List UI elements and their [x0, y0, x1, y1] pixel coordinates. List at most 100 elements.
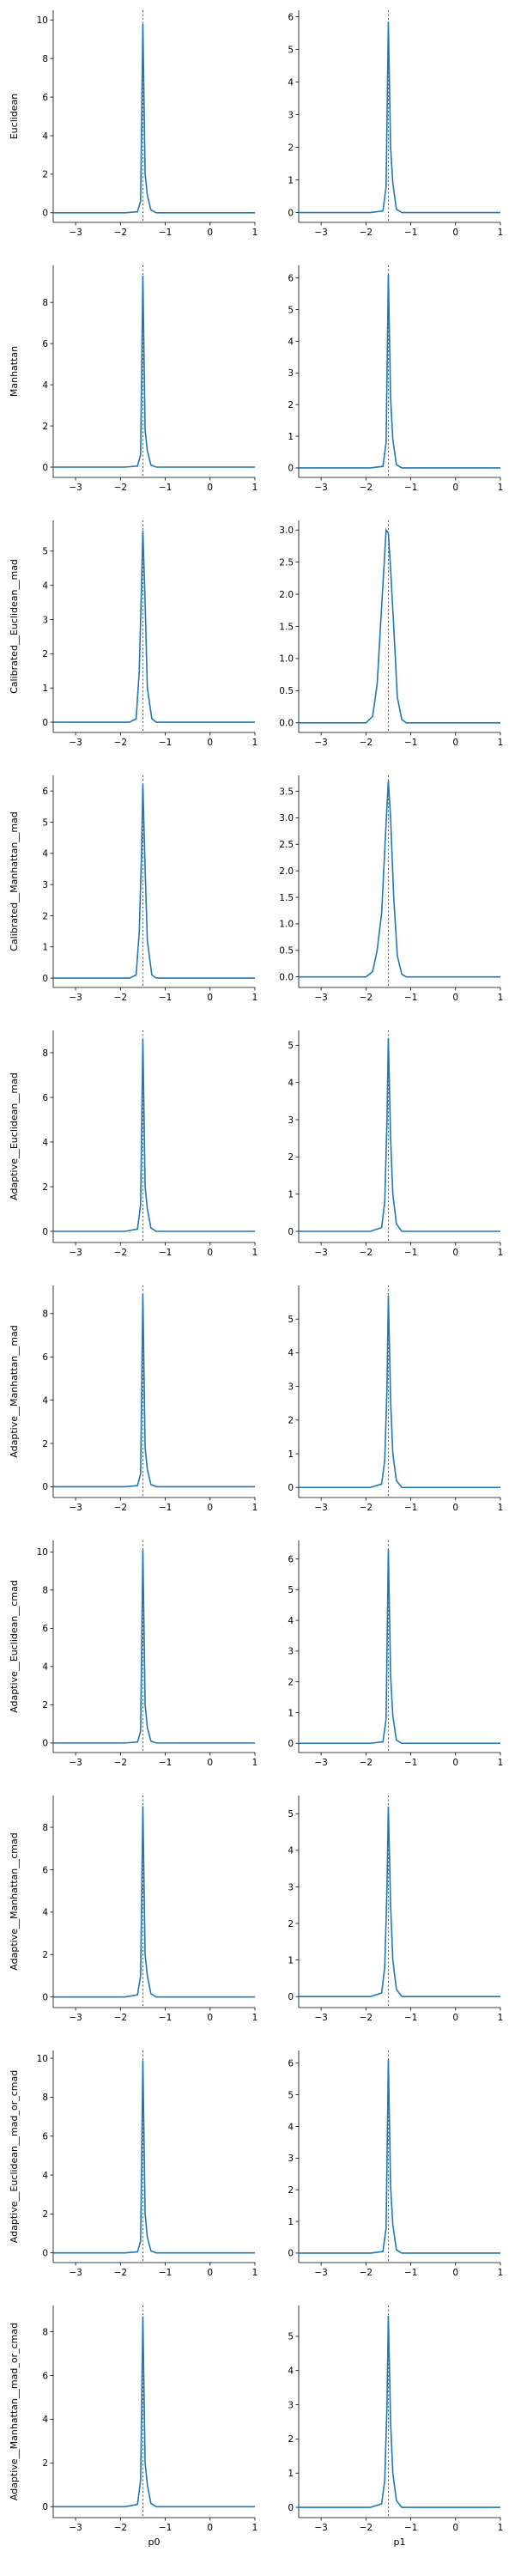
x-tick-label: −3 — [314, 2013, 327, 2023]
x-tick-label: 1 — [498, 228, 504, 238]
x-tick-label: 0 — [452, 993, 458, 1003]
density-line — [53, 275, 255, 468]
subplot-r8-c0: 0 2 4 6 8 10 −3 −2 −1 0 1 Adaptive__Euclidean__mad_… — [9, 2050, 258, 2278]
x-tick-label: −3 — [314, 1248, 327, 1258]
x-tick-label: 1 — [498, 483, 504, 493]
density-line — [299, 275, 500, 469]
x-tick-label: −2 — [360, 2523, 373, 2533]
x-tick-label: −1 — [404, 2013, 417, 2023]
y-tick-label: 2 — [288, 2434, 294, 2445]
density-line — [53, 2316, 255, 2508]
y-tick-label: 3 — [42, 880, 48, 890]
x-tick-label: −1 — [404, 2268, 417, 2278]
x-tick-label: 0 — [207, 2523, 213, 2533]
x-tick-label: 1 — [498, 2013, 504, 2023]
density-line — [299, 1806, 500, 1998]
y-tick-label: 1 — [288, 175, 294, 185]
subplot-r5-c0: 0 2 4 6 8 −3 −2 −1 0 1 Adaptive__Manhattan__mad — [9, 1285, 258, 1513]
density-line — [299, 1295, 500, 1489]
y-tick-label: 10 — [37, 15, 48, 26]
y-tick-label: 4 — [42, 2415, 48, 2425]
y-tick-label: 3 — [288, 110, 294, 120]
y-tick-label: 6 — [288, 274, 294, 284]
x-tick-label: −1 — [159, 1248, 172, 1258]
y-tick-label: 3 — [288, 2154, 294, 2164]
y-tick-label: 1.0 — [279, 654, 294, 665]
x-tick-label: −1 — [159, 228, 172, 238]
x-tick-label: 1 — [252, 483, 258, 493]
y-axis-label: Manhattan — [9, 346, 20, 397]
x-tick-label: 0 — [207, 2013, 213, 2023]
y-tick-label: 2.0 — [279, 866, 294, 877]
y-tick-label: 1 — [288, 1955, 294, 1965]
x-tick-label: 0 — [452, 2013, 458, 2023]
subplot-r6-c0: 0 2 4 6 8 10 −3 −2 −1 0 1 Adaptive__Euclidean__cmad — [9, 1540, 258, 1768]
y-tick-label: 2 — [288, 1919, 294, 1929]
y-tick-label: 2 — [42, 2209, 48, 2220]
x-tick-label: 0 — [207, 1248, 213, 1258]
y-axis-label: Adaptive__Manhattan__cmad — [9, 1832, 20, 1970]
y-tick-label: 1 — [288, 2217, 294, 2227]
x-tick-label: 1 — [498, 993, 504, 1003]
y-axis-label: Adaptive__Manhattan__mad — [9, 1325, 20, 1457]
x-tick-label: −1 — [404, 483, 417, 493]
y-tick-label: 0 — [288, 2249, 294, 2259]
y-tick-label: 0 — [42, 1992, 48, 2002]
x-tick-label: −3 — [69, 1758, 82, 1768]
x-tick-label: 0 — [207, 1758, 213, 1768]
x-tick-label: −3 — [314, 1758, 327, 1768]
x-tick-label: 1 — [498, 2268, 504, 2278]
y-tick-label: 4 — [42, 2171, 48, 2181]
density-line — [299, 1037, 500, 1232]
y-tick-label: 2.5 — [279, 840, 294, 850]
x-tick-label: 1 — [498, 1503, 504, 1513]
y-tick-label: 8 — [42, 1586, 48, 1596]
y-tick-label: 2 — [288, 400, 294, 410]
y-tick-label: 8 — [42, 2093, 48, 2103]
subplot-r1-c0: 0 2 4 6 8 −3 −2 −1 0 1 Manhattan — [9, 265, 258, 493]
x-tick-label: 0 — [452, 738, 458, 748]
y-tick-label: 6 — [42, 787, 48, 797]
y-tick-label: 1 — [42, 683, 48, 694]
y-tick-label: 0 — [288, 1227, 294, 1237]
y-tick-label: 0 — [42, 2502, 48, 2512]
x-tick-label: −2 — [114, 483, 127, 493]
x-tick-label: −3 — [69, 2013, 82, 2023]
y-tick-label: 2 — [42, 911, 48, 921]
y-tick-label: 10 — [37, 1547, 48, 1558]
y-tick-label: 8 — [42, 54, 48, 64]
y-tick-label: 3 — [288, 1115, 294, 1126]
x-tick-label: −1 — [159, 993, 172, 1003]
subplot-r4-c1: 0 1 2 3 4 5 −3 −2 −1 0 1 — [288, 1030, 503, 1258]
x-tick-label: −2 — [114, 2013, 127, 2023]
y-tick-label: 2 — [288, 1416, 294, 1426]
x-tick-label: 1 — [252, 1248, 258, 1258]
y-tick-label: 4 — [288, 2366, 294, 2376]
subplot-r7-c0: 0 2 4 6 8 −3 −2 −1 0 1 Adaptive__Manhattan__cmad — [9, 1795, 258, 2023]
y-tick-label: 6 — [42, 1865, 48, 1875]
x-tick-label: −3 — [69, 1503, 82, 1513]
x-tick-label: 0 — [452, 228, 458, 238]
y-tick-label: 0 — [288, 1739, 294, 1749]
y-tick-label: 1.0 — [279, 920, 294, 930]
y-tick-label: 1.5 — [279, 893, 294, 903]
x-tick-label: −3 — [314, 993, 327, 1003]
y-tick-label: 8 — [42, 1309, 48, 1320]
density-line — [299, 527, 500, 724]
x-tick-label: 0 — [452, 483, 458, 493]
x-tick-label: −3 — [314, 483, 327, 493]
x-tick-label: −3 — [69, 2523, 82, 2533]
x-tick-label: −2 — [114, 2268, 127, 2278]
y-tick-label: 8 — [42, 2327, 48, 2337]
x-axis-label: p0 — [148, 2537, 161, 2548]
y-tick-label: 3 — [288, 2400, 294, 2410]
y-tick-label: 3 — [288, 1882, 294, 1893]
y-tick-label: 0 — [42, 1739, 48, 1749]
subplot-r2-c0: 0 1 2 3 4 5 −3 −2 −1 0 1 Calibrated__Euclidean__mad — [9, 520, 258, 748]
y-tick-label: 2.5 — [279, 557, 294, 568]
x-tick-label: −2 — [360, 483, 373, 493]
x-tick-label: −3 — [314, 2268, 327, 2278]
y-tick-label: 2 — [42, 170, 48, 180]
y-tick-label: 5 — [288, 305, 294, 315]
y-tick-label: 1 — [288, 1189, 294, 1200]
